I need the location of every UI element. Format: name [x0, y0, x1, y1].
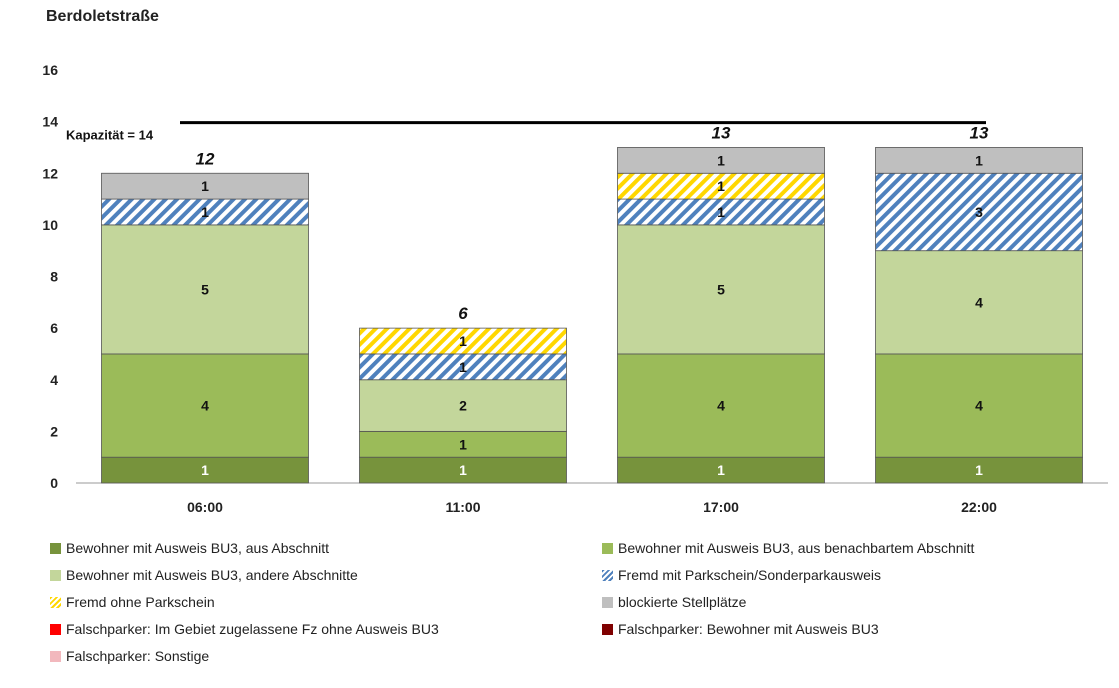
bar-segment	[617, 147, 825, 174]
bar-segment	[875, 172, 1083, 252]
y-tick-label: 16	[42, 62, 58, 78]
bar-value-label: 5	[717, 281, 725, 297]
bar-value-label: 1	[201, 178, 209, 194]
bar-value-label: 1	[459, 436, 467, 452]
bar-value-label: 1	[201, 462, 209, 478]
bar-segment	[359, 353, 567, 381]
y-tick-label: 8	[50, 269, 58, 285]
bar-segment	[359, 430, 567, 458]
bar-value-label: 3	[975, 204, 983, 220]
bar-value-label: 1	[975, 462, 983, 478]
bar-segment	[101, 353, 309, 458]
bar-value-label: 1	[459, 462, 467, 478]
x-tick-label: 11:00	[445, 499, 480, 515]
legend-swatch	[50, 569, 61, 581]
bar-value-label: 1	[717, 462, 725, 478]
bar-segment	[875, 147, 1083, 174]
legend-item: Fremd ohne Parkschein	[50, 594, 215, 610]
bar-value-label: 1	[975, 152, 983, 168]
x-tick-label: 17:00	[703, 499, 739, 515]
bar-segment	[617, 198, 825, 226]
legend-label: Bewohner mit Ausweis BU3, aus Abschnitt	[66, 540, 330, 556]
bar-segment	[359, 379, 567, 432]
bar-value-label: 4	[201, 398, 209, 414]
legend-swatch	[50, 623, 61, 635]
bar-segment	[101, 198, 309, 226]
bar-value-label: 1	[201, 204, 209, 220]
bar-value-label: 4	[975, 294, 983, 310]
legend-item: blockierte Stellplätze	[602, 594, 746, 610]
legend-label: Bewohner mit Ausweis BU3, aus benachbart…	[618, 540, 975, 556]
y-tick-label: 4	[50, 372, 58, 388]
y-tick-label: 0	[50, 475, 58, 491]
legend-item: Fremd mit Parkschein/Sonderparkausweis	[602, 567, 881, 583]
capacity-label: Kapazität = 14	[66, 128, 154, 143]
legend-swatch	[602, 569, 613, 581]
y-tick-label: 12	[42, 165, 58, 181]
bar-total-label: 13	[712, 123, 731, 142]
legend-item: Falschparker: Bewohner mit Ausweis BU3	[602, 621, 879, 637]
bar-segment	[617, 172, 825, 200]
x-tick-label: 22:00	[961, 499, 997, 515]
legend-swatch	[50, 596, 61, 608]
bar-segment	[875, 456, 1083, 484]
bar-value-label: 1	[717, 204, 725, 220]
bar-segment	[617, 224, 825, 355]
legend-label: Bewohner mit Ausweis BU3, andere Abschni…	[66, 567, 358, 583]
y-tick-label: 10	[42, 217, 58, 233]
legend-swatch	[50, 542, 61, 554]
legend-label: Falschparker: Im Gebiet zugelassene Fz o…	[66, 621, 439, 637]
legend-swatch	[602, 623, 613, 635]
legend-swatch	[50, 650, 61, 662]
y-tick-label: 6	[50, 320, 58, 336]
bar-total-label: 13	[970, 123, 989, 142]
bar-value-label: 4	[717, 398, 725, 414]
bar-segment	[101, 224, 309, 355]
legend-swatch	[602, 596, 613, 608]
legend-label: blockierte Stellplätze	[618, 594, 747, 610]
chart-title: Berdoletstraße	[46, 8, 159, 25]
legend-item: Falschparker: Im Gebiet zugelassene Fz o…	[50, 621, 439, 637]
bar-value-label: 1	[459, 333, 467, 349]
y-tick-label: 14	[42, 114, 58, 130]
legend-label: Fremd ohne Parkschein	[66, 594, 215, 610]
legend-item: Bewohner mit Ausweis BU3, andere Abschni…	[50, 567, 358, 583]
legend-item: Bewohner mit Ausweis BU3, aus benachbart…	[602, 540, 974, 556]
legend-label: Falschparker: Bewohner mit Ausweis BU3	[618, 621, 879, 637]
bar-value-label: 2	[459, 398, 467, 414]
legend-item: Falschparker: Sonstige	[50, 648, 209, 664]
bar-segment	[101, 456, 309, 484]
bar-segment	[101, 172, 309, 200]
bar-value-label: 1	[459, 359, 467, 375]
legend-label: Falschparker: Sonstige	[66, 648, 210, 664]
bar-value-label: 1	[717, 152, 725, 168]
bar-segment	[617, 353, 825, 458]
legend-label: Fremd mit Parkschein/Sonderparkausweis	[618, 567, 881, 583]
bar-value-label: 4	[975, 398, 983, 414]
bar-segment	[875, 250, 1083, 355]
bar-segment	[617, 456, 825, 484]
bar-total-label: 12	[196, 149, 215, 168]
legend-item: Bewohner mit Ausweis BU3, aus Abschnitt	[50, 540, 329, 556]
bar-total-label: 6	[458, 304, 468, 323]
y-tick-label: 2	[50, 423, 58, 439]
legend-swatch	[602, 542, 613, 554]
bar-segment	[875, 353, 1083, 458]
bar-value-label: 1	[717, 178, 725, 194]
bar-segment	[359, 456, 567, 484]
x-tick-label: 06:00	[187, 499, 223, 515]
bar-segment	[359, 327, 567, 355]
bar-value-label: 5	[201, 281, 209, 297]
